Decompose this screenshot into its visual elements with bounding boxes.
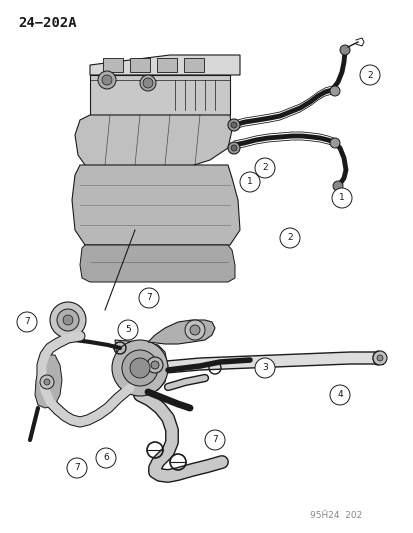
Text: 95Ĥ24  202: 95Ĥ24 202 [309,511,361,520]
Circle shape [240,172,259,192]
Circle shape [230,122,236,128]
Circle shape [329,385,349,405]
Text: 7: 7 [146,294,152,303]
Circle shape [40,375,54,389]
Text: 2: 2 [287,233,292,243]
Circle shape [151,361,159,369]
Circle shape [140,75,156,91]
Circle shape [130,358,150,378]
Polygon shape [90,55,240,75]
Text: 1: 1 [338,193,344,203]
Circle shape [67,458,87,478]
Polygon shape [147,320,214,344]
Polygon shape [154,352,374,374]
Circle shape [96,448,116,468]
Circle shape [329,138,339,148]
Circle shape [139,288,159,308]
Circle shape [376,355,382,361]
Polygon shape [35,355,62,408]
Text: 3: 3 [261,364,267,373]
Polygon shape [157,58,177,72]
Circle shape [17,312,37,332]
Circle shape [331,188,351,208]
Circle shape [185,320,204,340]
Circle shape [332,181,342,191]
Polygon shape [183,58,204,72]
Text: 7: 7 [211,435,217,445]
Polygon shape [75,115,231,178]
Text: 7: 7 [74,464,80,472]
Ellipse shape [372,351,382,365]
Circle shape [228,119,240,131]
Polygon shape [115,340,168,392]
Circle shape [279,228,299,248]
Polygon shape [90,75,230,115]
Text: 5: 5 [125,326,131,335]
Text: 24−202A: 24−202A [18,16,76,30]
Circle shape [190,325,199,335]
Circle shape [122,350,158,386]
Polygon shape [80,245,235,282]
Text: 1: 1 [247,177,252,187]
Text: 2: 2 [366,70,372,79]
Text: 7: 7 [24,318,30,327]
Circle shape [359,65,379,85]
Circle shape [254,358,274,378]
Circle shape [147,357,163,373]
Text: 2: 2 [261,164,267,173]
Polygon shape [130,58,150,72]
Circle shape [44,379,50,385]
Circle shape [329,86,339,96]
Circle shape [57,309,79,331]
Circle shape [50,302,86,338]
Circle shape [112,340,168,396]
Circle shape [204,430,224,450]
Circle shape [63,315,73,325]
Circle shape [98,71,116,89]
Text: 4: 4 [336,391,342,400]
Circle shape [230,145,236,151]
Circle shape [254,158,274,178]
Circle shape [372,351,386,365]
Polygon shape [103,58,123,72]
Text: 6: 6 [103,454,109,463]
Circle shape [339,45,349,55]
Circle shape [142,78,153,88]
Circle shape [228,142,240,154]
Circle shape [118,320,138,340]
Circle shape [102,75,112,85]
Polygon shape [72,165,240,245]
